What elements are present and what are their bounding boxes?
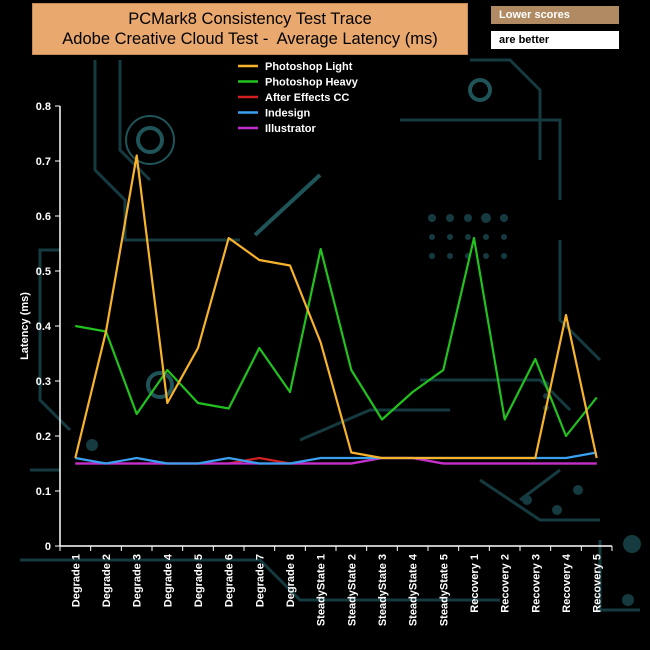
x-tick-label: Recovery 4 bbox=[561, 553, 573, 613]
y-tick-label: 0.7 bbox=[36, 156, 51, 168]
legend-entry: Photoshop Light bbox=[265, 61, 353, 73]
legend-entry: After Effects CC bbox=[265, 92, 349, 104]
x-tick-label: Degrade 4 bbox=[162, 553, 174, 607]
y-tick-label: 0.2 bbox=[36, 431, 51, 443]
are-better-note: are better bbox=[491, 31, 619, 49]
x-tick-label: Recovery 2 bbox=[500, 554, 512, 613]
x-tick-label: SteadyState 1 bbox=[316, 554, 328, 626]
x-tick-label: Recovery 3 bbox=[530, 554, 542, 613]
y-tick-label: 0.4 bbox=[36, 321, 52, 333]
x-tick-label: Recovery 5 bbox=[592, 554, 604, 613]
x-tick-label: SteadyState 4 bbox=[408, 553, 420, 626]
y-tick-label: 0.1 bbox=[36, 486, 51, 498]
series-line-photoshop-heavy bbox=[75, 236, 598, 438]
y-tick-label: 0.6 bbox=[36, 211, 51, 223]
x-tick-label: Degrade 7 bbox=[254, 554, 266, 607]
y-tick-label: 0.8 bbox=[36, 101, 51, 113]
x-tick-label: SteadyState 2 bbox=[346, 554, 358, 626]
x-tick-label: Degrade 5 bbox=[193, 554, 205, 607]
x-tick-label: Degrade 8 bbox=[285, 554, 297, 607]
x-tick-label: SteadyState 5 bbox=[438, 554, 450, 626]
y-axis-title: Latency (ms) bbox=[19, 292, 31, 360]
legend-entry: Indesign bbox=[265, 108, 311, 120]
y-tick-label: 0.5 bbox=[36, 266, 51, 278]
series-line-photoshop-light bbox=[74, 154, 598, 460]
lower-scores-note: Lower scores bbox=[491, 6, 619, 24]
x-tick-label: SteadyState 3 bbox=[377, 554, 389, 626]
legend-entry: Photoshop Heavy bbox=[265, 77, 359, 89]
y-tick-label: 0.3 bbox=[36, 376, 51, 388]
x-tick-label: Recovery 1 bbox=[469, 554, 481, 613]
chart-title-box: PCMark8 Consistency Test Trace Adobe Cre… bbox=[32, 3, 468, 55]
chart-title-line-2: Adobe Creative Cloud Test - Average Late… bbox=[62, 30, 438, 48]
x-tick-label: Degrade 1 bbox=[70, 554, 82, 607]
x-tick-label: Degrade 6 bbox=[224, 554, 236, 607]
legend-entry: Illustrator bbox=[265, 123, 316, 135]
chart-title-line-1: PCMark8 Consistency Test Trace bbox=[128, 10, 372, 28]
x-tick-label: Degrade 3 bbox=[132, 554, 144, 607]
y-tick-label: 0 bbox=[45, 541, 51, 553]
x-tick-label: Degrade 2 bbox=[101, 554, 113, 607]
